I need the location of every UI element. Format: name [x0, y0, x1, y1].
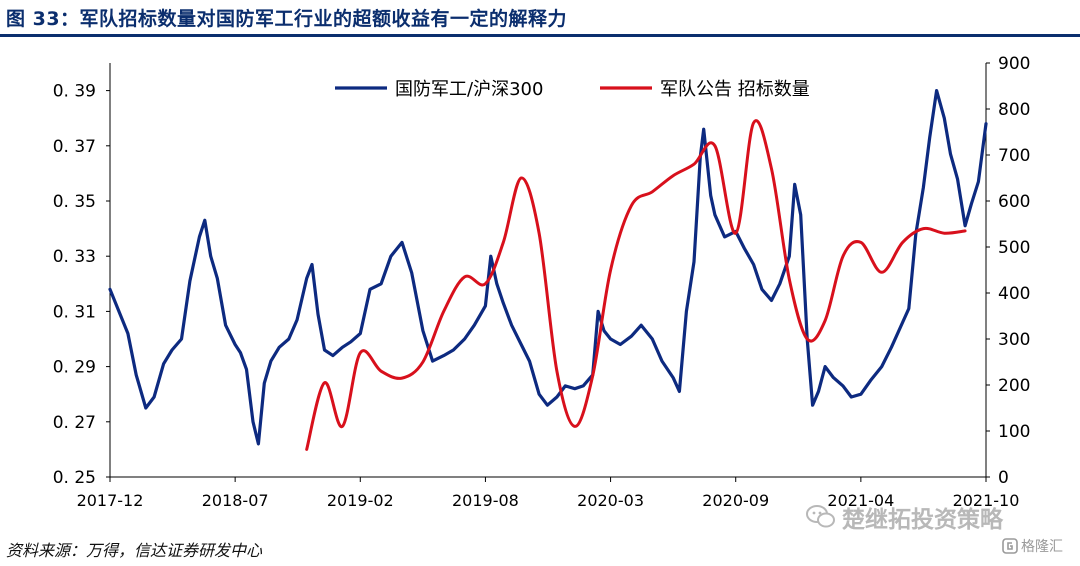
x-tick-label: 2018-07 [202, 491, 269, 510]
watermark-badge-text: 格隆汇 [1021, 539, 1063, 555]
legend-label: 国防军工/沪深300 [395, 79, 543, 100]
title-divider [0, 34, 1080, 37]
x-tick-label: 2019-08 [452, 491, 519, 510]
glh-logo-icon [1002, 538, 1018, 554]
y-right-tick-label: 0 [998, 468, 1009, 488]
y-left-tick-label: 0. 29 [53, 358, 96, 378]
series-defense-vs-hs300 [108, 89, 988, 446]
y-left-tick-label: 0. 39 [53, 82, 96, 102]
y-right-tick-label: 900 [998, 54, 1030, 74]
y-left-tick-label: 0. 35 [53, 192, 96, 212]
x-tick-label: 2020-03 [577, 491, 644, 510]
figure-title: 图 33：军队招标数量对国防军工行业的超额收益有一定的解释力 [6, 8, 568, 30]
chart-legend: 国防军工/沪深300 军队公告 招标数量 [335, 79, 810, 100]
x-tick-label: 2021-04 [827, 491, 894, 510]
watermark: 楚继拓投资策略 [806, 500, 1003, 534]
watermark-text: 楚继拓投资策略 [842, 507, 1003, 533]
y-left-tick-label: 0. 33 [53, 247, 96, 267]
chart-series [108, 89, 988, 451]
y-right-tick-label: 400 [998, 284, 1030, 304]
y-right-tick-label: 700 [998, 146, 1030, 166]
y-right-tick-label: 200 [998, 376, 1030, 396]
source-note: 资料来源：万得，信达证券研发中心 [6, 541, 263, 560]
x-tick-label: 2017-12 [77, 491, 144, 510]
y-right-tick-label: 500 [998, 238, 1030, 258]
watermark-badge: 格隆汇 [1002, 536, 1063, 556]
y-left-tick-label: 0. 25 [53, 468, 96, 488]
y-left-tick-label: 0. 37 [53, 137, 96, 157]
x-tick-label: 2020-09 [702, 491, 769, 510]
x-tick-label: 2021-10 [953, 491, 1020, 510]
y-right-tick-label: 300 [998, 330, 1030, 350]
y-right-tick-label: 600 [998, 192, 1030, 212]
y-left-tick-label: 0. 27 [53, 413, 96, 433]
wechat-icon [806, 505, 835, 528]
legend-label: 军队公告 招标数量 [660, 79, 810, 100]
y-right-tick-label: 800 [998, 100, 1030, 120]
x-tick-label: 2019-02 [327, 491, 394, 510]
y-right-tick-label: 100 [998, 422, 1030, 442]
chart-axes: 0. 25 0. 27 0. 29 0. 31 0. 33 0. 35 0. 37 0. 39… [53, 54, 1031, 510]
y-left-tick-label: 0. 31 [53, 302, 96, 322]
series-tender-count [305, 119, 967, 451]
